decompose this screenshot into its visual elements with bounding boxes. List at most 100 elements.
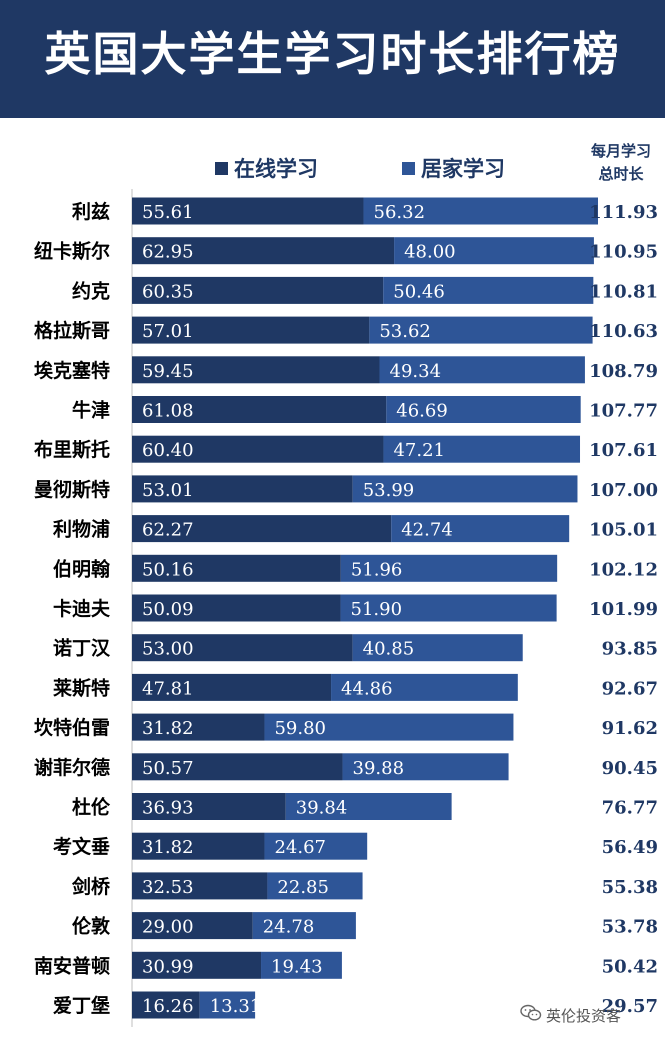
category-label: 考文垂 [53,835,110,858]
data-label-home: 46.69 [396,401,448,422]
bar-home [264,713,514,741]
chart-title: 英国大学生学习时长排行榜 [44,27,621,81]
total-label: 50.42 [602,956,658,977]
bar-home [264,832,368,860]
category-label: 剑桥 [71,875,111,898]
bar-online [132,237,395,265]
bar-online [132,634,353,662]
category-label: 伦敦 [72,915,111,938]
data-label-online: 47.81 [142,678,194,699]
category-label: 谢菲尔德 [34,756,110,779]
bar-home [352,634,523,662]
total-label: 93.85 [602,639,658,660]
category-label: 杜伦 [72,796,111,819]
bar-online [132,832,265,860]
total-label: 76.77 [602,798,658,819]
data-label-online: 50.16 [142,559,194,580]
bar-home [383,435,581,463]
bar-online [132,396,387,423]
bar-online [132,515,392,543]
bar-home [391,515,570,543]
bar-home [199,991,256,1019]
total-label: 90.45 [602,758,658,779]
watermark: 英伦投资客 [520,1000,621,1030]
data-label-online: 53.01 [142,480,194,501]
category-label: 利兹 [72,200,110,223]
total-label: 105.01 [589,520,658,541]
data-label-online: 30.99 [142,956,194,977]
category-label: 纽卡斯尔 [34,240,110,263]
data-label-home: 59.80 [274,718,326,739]
data-label-home: 56.32 [374,202,426,223]
data-label-online: 16.26 [142,996,194,1017]
bar-online [132,951,262,979]
data-label-online: 60.40 [142,440,194,461]
legend-label-home: 居家学习 [421,157,505,181]
data-label-online: 36.93 [142,798,194,819]
data-label-home: 42.74 [401,520,453,541]
data-label-home: 49.34 [390,361,442,382]
data-label-home: 51.90 [351,599,403,620]
bar-online [132,991,200,1019]
data-label-online: 57.01 [142,321,194,342]
category-label: 南安普顿 [34,954,110,977]
category-label: 埃克塞特 [34,359,110,382]
total-label: 92.67 [602,678,658,699]
data-label-online: 55.61 [142,202,194,223]
bar-home [383,276,594,304]
bar-home [331,673,518,701]
category-label: 坎特伯雷 [34,716,110,739]
bar-home [340,554,558,582]
data-label-home: 53.62 [379,321,431,342]
bar-online [132,475,353,503]
data-label-online: 50.57 [142,758,194,779]
category-label: 利物浦 [53,518,110,541]
data-label-home: 22.85 [277,877,329,898]
data-label-online: 60.35 [142,281,194,302]
total-header: 每月学习 总时长 [578,140,664,186]
total-label: 53.78 [602,917,658,938]
data-label-online: 62.27 [142,520,194,541]
total-label: 101.99 [589,599,658,620]
category-label: 诺丁汉 [53,638,111,660]
data-label-online: 31.82 [142,718,194,739]
title-banner: 英国大学生学习时长排行榜 [0,0,665,118]
data-label-home: 39.88 [353,758,405,779]
total-label: 107.77 [589,401,658,422]
total-header-line-1: 每月学习 [590,142,651,160]
watermark-text: 英伦投资客 [546,1006,622,1025]
category-label: 布里斯托 [34,438,110,461]
data-label-online: 59.45 [142,361,194,382]
bar-online [132,912,253,940]
data-label-home: 48.00 [404,242,456,263]
category-label: 伯明翰 [53,557,110,580]
category-label: 莱斯特 [53,676,110,699]
total-header-line-2: 总时长 [598,165,644,183]
data-label-home: 39.84 [296,798,348,819]
data-label-online: 31.82 [142,837,194,858]
bar-home [394,237,594,265]
bar-online [132,356,380,384]
total-label: 107.61 [589,440,658,461]
bar-online [132,594,341,622]
total-label: 108.79 [589,361,658,382]
category-label: 牛津 [72,399,110,422]
bar-online [132,554,341,582]
total-label: 55.38 [602,877,658,898]
data-label-home: 24.78 [263,917,315,938]
category-label: 曼彻斯特 [34,478,110,501]
bar-online [132,753,343,781]
bar-online [132,713,265,741]
data-label-home: 51.96 [351,559,403,580]
data-label-home: 50.46 [393,281,445,302]
total-label: 102.12 [589,559,658,580]
legend-item-online: 在线学习 [215,153,318,183]
total-label: 110.63 [589,321,658,342]
category-label: 爱丁堡 [53,994,110,1017]
bar-home [379,356,585,384]
total-label: 56.49 [602,837,658,858]
total-label: 111.93 [589,202,658,223]
bar-online [132,197,364,225]
total-label: 110.95 [589,242,658,263]
